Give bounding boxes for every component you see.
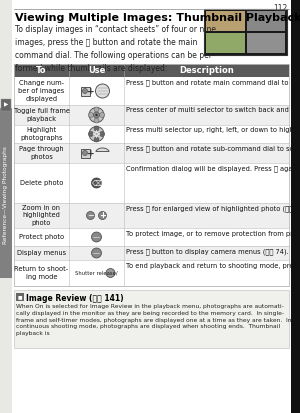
Bar	[14, 64, 289, 286]
Bar	[14, 105, 289, 125]
Bar	[0, 0, 12, 413]
Bar	[14, 125, 289, 143]
Text: Press ⓘ button to display camera menus (ⓘⓘ 74).: Press ⓘ button to display camera menus (…	[126, 248, 289, 254]
Text: Change num-
ber of images
displayed: Change num- ber of images displayed	[18, 80, 64, 102]
Text: Display menus: Display menus	[17, 250, 66, 256]
Text: Press multi selector up, right, left, or down to highlight thumbnails.: Press multi selector up, right, left, or…	[126, 127, 300, 133]
Text: Confirmation dialog will be displayed. Press ⓘ again to delete photo. Press ⓘ bu: Confirmation dialog will be displayed. P…	[126, 165, 300, 172]
Bar	[80, 86, 89, 95]
Circle shape	[92, 248, 101, 258]
Circle shape	[95, 84, 110, 98]
Circle shape	[100, 112, 104, 118]
Circle shape	[106, 268, 115, 278]
Text: +: +	[99, 211, 106, 220]
Text: 112: 112	[273, 4, 287, 13]
Circle shape	[95, 114, 98, 116]
Bar	[247, 11, 285, 31]
Bar	[0, 108, 12, 278]
Text: Reference—Viewing Photographs: Reference—Viewing Photographs	[4, 146, 8, 244]
Text: Zoom in on
highlighted
photo: Zoom in on highlighted photo	[22, 205, 61, 226]
Text: Protect photo: Protect photo	[19, 234, 64, 240]
Circle shape	[94, 107, 99, 112]
Bar	[14, 228, 289, 246]
Text: To protect image, or to remove protection from protected image, press ⓘ button (: To protect image, or to remove protectio…	[126, 230, 300, 237]
Text: Press center of multi selector to switch back and forth between full frame and t: Press center of multi selector to switch…	[126, 107, 300, 113]
Text: +: +	[87, 86, 94, 95]
Bar	[206, 33, 244, 53]
Text: +: +	[87, 149, 94, 157]
Text: Toggle full frame
playback: Toggle full frame playback	[14, 108, 70, 122]
Bar	[16, 293, 24, 301]
Circle shape	[94, 112, 100, 118]
Text: Viewing Multiple Images: Thumbnail Playback: Viewing Multiple Images: Thumbnail Playb…	[15, 13, 300, 23]
Text: Highlight
photographs: Highlight photographs	[20, 127, 63, 141]
Text: —: —	[93, 250, 100, 256]
Text: To end playback and return to shooting mode, press ⓘ button or press shutter-rel: To end playback and return to shooting m…	[126, 262, 300, 268]
Text: To: To	[36, 66, 47, 75]
Bar	[247, 33, 285, 53]
Text: Delete photo: Delete photo	[20, 180, 63, 186]
Text: ⌫: ⌫	[91, 178, 102, 188]
Circle shape	[94, 131, 99, 137]
Circle shape	[94, 118, 99, 123]
Text: ■: ■	[18, 294, 22, 299]
Circle shape	[89, 126, 104, 142]
Bar	[14, 64, 289, 77]
Circle shape	[88, 131, 94, 137]
Polygon shape	[96, 148, 109, 152]
Circle shape	[94, 126, 99, 131]
Text: To display images in “contact sheets” of four or nine
images, press the ⓘ button: To display images in “contact sheets” of…	[15, 25, 216, 73]
Text: Image Review (ⓘⓘ 141): Image Review (ⓘⓘ 141)	[26, 294, 124, 303]
Bar	[14, 203, 289, 228]
Bar	[14, 77, 289, 105]
Circle shape	[98, 211, 106, 219]
Bar	[14, 246, 289, 260]
Circle shape	[88, 112, 94, 118]
Text: Use: Use	[88, 66, 105, 75]
Circle shape	[86, 211, 94, 219]
Bar	[204, 9, 287, 55]
Bar	[206, 11, 244, 31]
Bar	[1, 99, 11, 111]
Circle shape	[100, 131, 104, 137]
Text: Press ⓘ for enlarged view of highlighted photo (ⓘⓘ 103).: Press ⓘ for enlarged view of highlighted…	[126, 205, 300, 211]
Text: −: −	[87, 211, 94, 220]
Bar	[14, 163, 289, 203]
Text: Press ⓘ button and rotate main command dial to change the number of images displ: Press ⓘ button and rotate main command d…	[126, 79, 300, 85]
Text: Press ⓘ button and rotate sub-command dial to scroll through photos a page at a : Press ⓘ button and rotate sub-command di…	[126, 145, 300, 152]
Text: Shutter release/: Shutter release/	[75, 271, 118, 275]
Circle shape	[92, 232, 101, 242]
Bar	[80, 149, 89, 157]
Bar	[291, 0, 300, 413]
Circle shape	[92, 178, 101, 188]
Text: Return to shoot-
ing mode: Return to shoot- ing mode	[14, 266, 69, 280]
Text: Description: Description	[179, 66, 234, 75]
Circle shape	[89, 107, 104, 123]
Text: When On is selected for Image Review in the playback menu, photographs are autom: When On is selected for Image Review in …	[16, 304, 292, 336]
Bar	[14, 260, 289, 286]
Circle shape	[82, 88, 88, 93]
Circle shape	[94, 137, 99, 142]
Circle shape	[82, 150, 88, 156]
Bar	[14, 290, 289, 348]
Text: ▶: ▶	[4, 102, 8, 107]
Text: —: —	[93, 234, 100, 240]
Text: Page through
photos: Page through photos	[19, 146, 64, 160]
Bar	[14, 143, 289, 163]
